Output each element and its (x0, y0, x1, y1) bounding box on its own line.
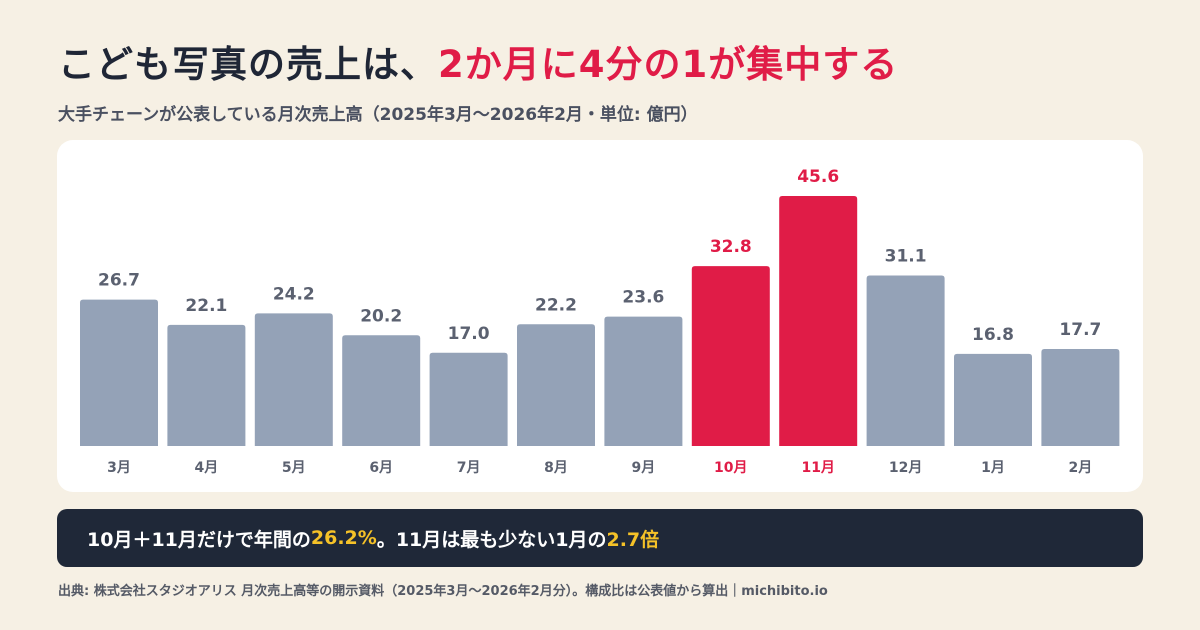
value-label: 16.8 (972, 325, 1014, 345)
title-accent: 2か月に4分の1が集中する (438, 43, 899, 86)
value-label: 17.7 (1059, 320, 1101, 340)
value-label: 24.2 (273, 284, 315, 304)
bar-4月 (167, 324, 246, 446)
bar-3月 (80, 299, 158, 446)
bar-chart: 26.7 3月 22.1 4月 24.2 5月 20.2 6月 17.0 7月 22.2 8月 23.6… (80, 167, 1120, 476)
category-label: 2月 (1069, 460, 1093, 476)
bar-8月 (517, 324, 595, 446)
value-label: 20.2 (360, 306, 402, 326)
category-label: 9月 (632, 460, 656, 476)
category-label: 10月 (714, 460, 747, 476)
value-label: 22.1 (185, 296, 227, 316)
summary-text-2: 。11月は最も少ない1月の (376, 528, 607, 551)
value-label: 45.6 (797, 167, 839, 187)
summary-banner: 10月＋11月だけで年間の 26.2% 。11月は最も少ない1月の 2.7倍 (57, 509, 1143, 567)
bar-5月 (254, 313, 333, 446)
bar-7月 (429, 352, 508, 446)
value-label: 31.1 (885, 246, 927, 266)
value-label: 22.2 (535, 295, 577, 315)
category-label: 5月 (282, 460, 306, 476)
category-label: 8月 (544, 460, 568, 476)
chart-card: 26.7 3月 22.1 4月 24.2 5月 20.2 6月 17.0 7月 22.2 8月 23.6… (57, 140, 1143, 492)
bar-12月 (866, 275, 945, 446)
bar-6月 (342, 335, 421, 446)
category-label: 6月 (369, 460, 393, 476)
summary-text-1: 10月＋11月だけで年間の (87, 528, 311, 551)
bar-11月 (779, 196, 858, 446)
bar-9月 (604, 316, 683, 446)
chart-title: こども写真の売上は、2か月に4分の1が集中する (58, 34, 898, 88)
bar-2月 (1041, 348, 1120, 446)
category-label: 11月 (801, 460, 834, 476)
category-label: 3月 (107, 460, 131, 476)
value-label: 32.8 (710, 237, 752, 257)
category-label: 12月 (889, 460, 922, 476)
value-label: 17.0 (448, 324, 490, 344)
category-label: 4月 (195, 460, 219, 476)
title-main: こども写真の売上は、 (58, 43, 438, 86)
value-label: 26.7 (98, 271, 140, 291)
summary-value-1: 26.2% (310, 527, 377, 549)
bar-10月 (691, 266, 770, 446)
category-label: 1月 (981, 460, 1005, 476)
source-note: 出典: 株式会社スタジオアリス 月次売上高等の開示資料（2025年3月〜2026… (58, 584, 828, 599)
category-label: 7月 (457, 460, 481, 476)
bar-1月 (954, 353, 1032, 446)
summary-value-2: 2.7倍 (606, 528, 660, 551)
value-label: 23.6 (622, 288, 664, 308)
chart-subtitle: 大手チェーンが公表している月次売上高（2025年3月〜2026年2月・単位: 億… (58, 105, 698, 125)
